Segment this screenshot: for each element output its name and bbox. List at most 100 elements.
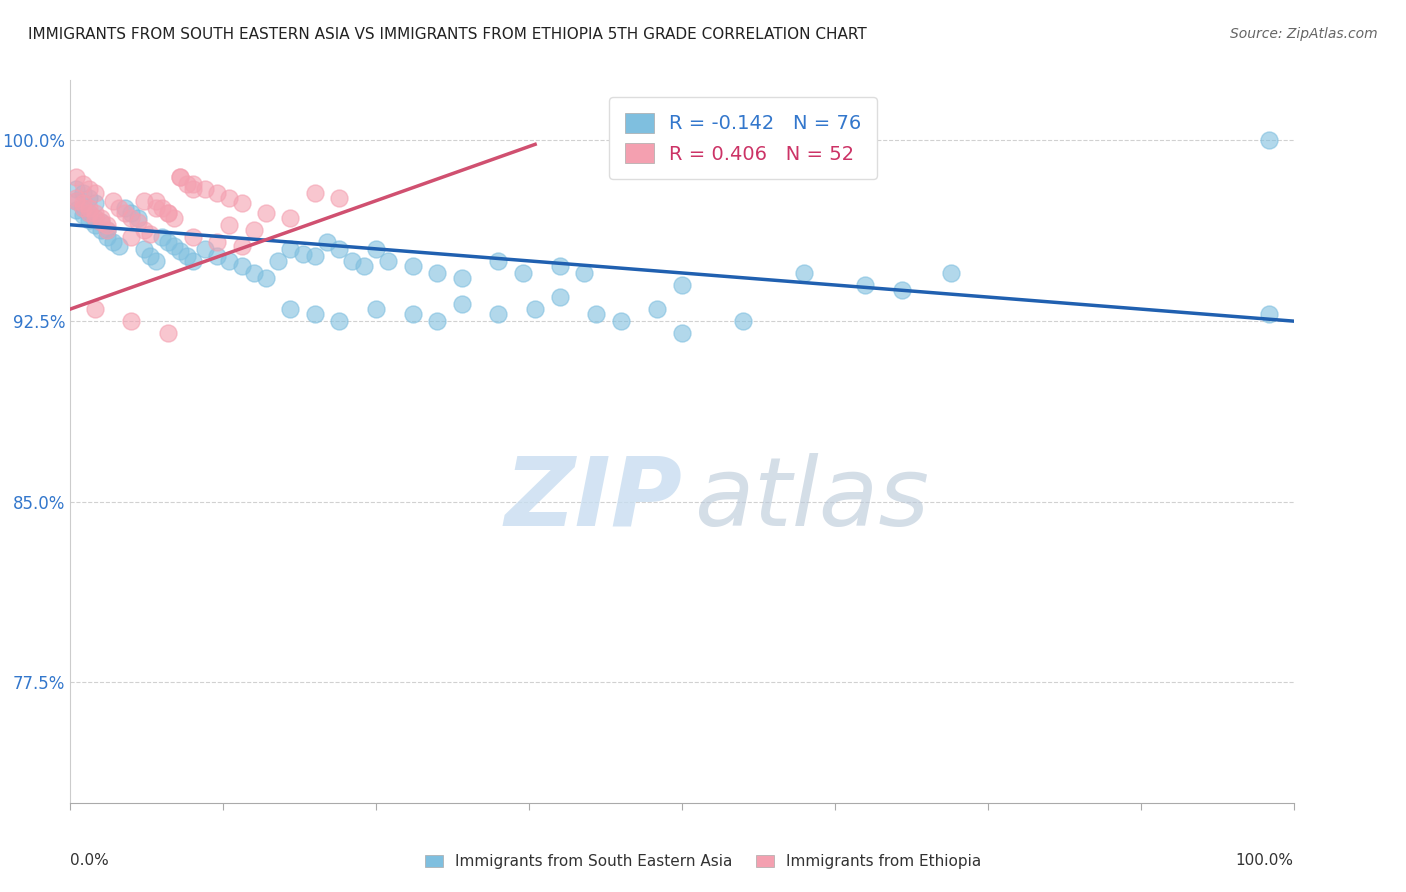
Point [77,213,100,227]
Point [304,186,326,201]
Point [280,211,302,225]
Point [72,196,94,211]
Point [169,169,191,184]
Point [176,249,198,263]
Point [280,242,302,256]
Point [157,205,180,219]
Point [90,215,112,229]
Point [83,218,105,232]
Point [114,205,136,219]
Point [671,278,693,293]
Point [328,242,350,256]
Point [77,205,100,219]
Point [145,194,167,208]
Point [65,194,87,208]
Point [132,242,155,256]
Point [83,301,105,316]
Point [108,239,131,253]
Point [205,249,228,263]
Point [647,301,669,316]
Point [218,191,240,205]
Point [157,205,180,219]
Point [145,201,167,215]
Point [205,235,228,249]
Point [127,211,149,225]
Point [328,191,350,205]
Point [512,266,534,280]
Text: 100.0%: 100.0% [1236,854,1294,869]
Point [90,215,112,229]
Point [96,222,118,236]
Point [77,201,100,215]
Point [132,222,155,236]
Point [218,253,240,268]
Point [488,307,510,321]
Point [157,235,180,249]
Point [243,266,266,280]
Point [101,194,124,208]
Point [65,191,87,205]
Point [114,201,136,215]
Point [218,218,240,232]
Legend: Immigrants from South Eastern Asia, Immigrants from Ethiopia: Immigrants from South Eastern Asia, Immi… [419,848,987,875]
Point [83,196,105,211]
Text: 0.0%: 0.0% [70,854,110,869]
Point [304,249,326,263]
Point [280,301,302,316]
Point [231,239,253,253]
Text: atlas: atlas [695,453,929,546]
Point [176,177,198,191]
Point [243,222,266,236]
Point [163,211,186,225]
Point [90,222,112,236]
Point [65,169,87,184]
Point [181,230,204,244]
Point [77,181,100,195]
Point [671,326,693,340]
Point [150,201,173,215]
Point [793,266,815,280]
Point [169,169,191,184]
Point [181,253,204,268]
Point [90,211,112,225]
Text: IMMIGRANTS FROM SOUTH EASTERN ASIA VS IMMIGRANTS FROM ETHIOPIA 5TH GRADE CORRELA: IMMIGRANTS FROM SOUTH EASTERN ASIA VS IM… [28,27,868,42]
Point [353,259,375,273]
Point [108,201,131,215]
Point [402,259,425,273]
Point [83,211,105,225]
Point [65,194,87,208]
Point [366,301,388,316]
Point [72,208,94,222]
Point [1258,307,1281,321]
Point [1258,133,1281,147]
Point [205,186,228,201]
Point [72,177,94,191]
Point [450,297,472,311]
Point [402,307,425,321]
Point [340,253,363,268]
Point [77,191,100,205]
Point [96,222,118,236]
Point [488,253,510,268]
Point [127,215,149,229]
Point [181,181,204,195]
Point [83,205,105,219]
Point [328,314,350,328]
Point [77,205,100,219]
Point [426,314,449,328]
Point [101,235,124,249]
Point [194,242,217,256]
Point [72,201,94,215]
Point [426,266,449,280]
Point [316,235,339,249]
Point [83,186,105,201]
Text: ZIP: ZIP [503,453,682,546]
Point [121,211,143,225]
Legend: R = -0.142   N = 76, R = 0.406   N = 52: R = -0.142 N = 76, R = 0.406 N = 52 [609,97,877,179]
Point [572,266,595,280]
Point [291,246,314,260]
Point [267,253,290,268]
Point [145,253,167,268]
Point [304,307,326,321]
Point [139,227,162,242]
